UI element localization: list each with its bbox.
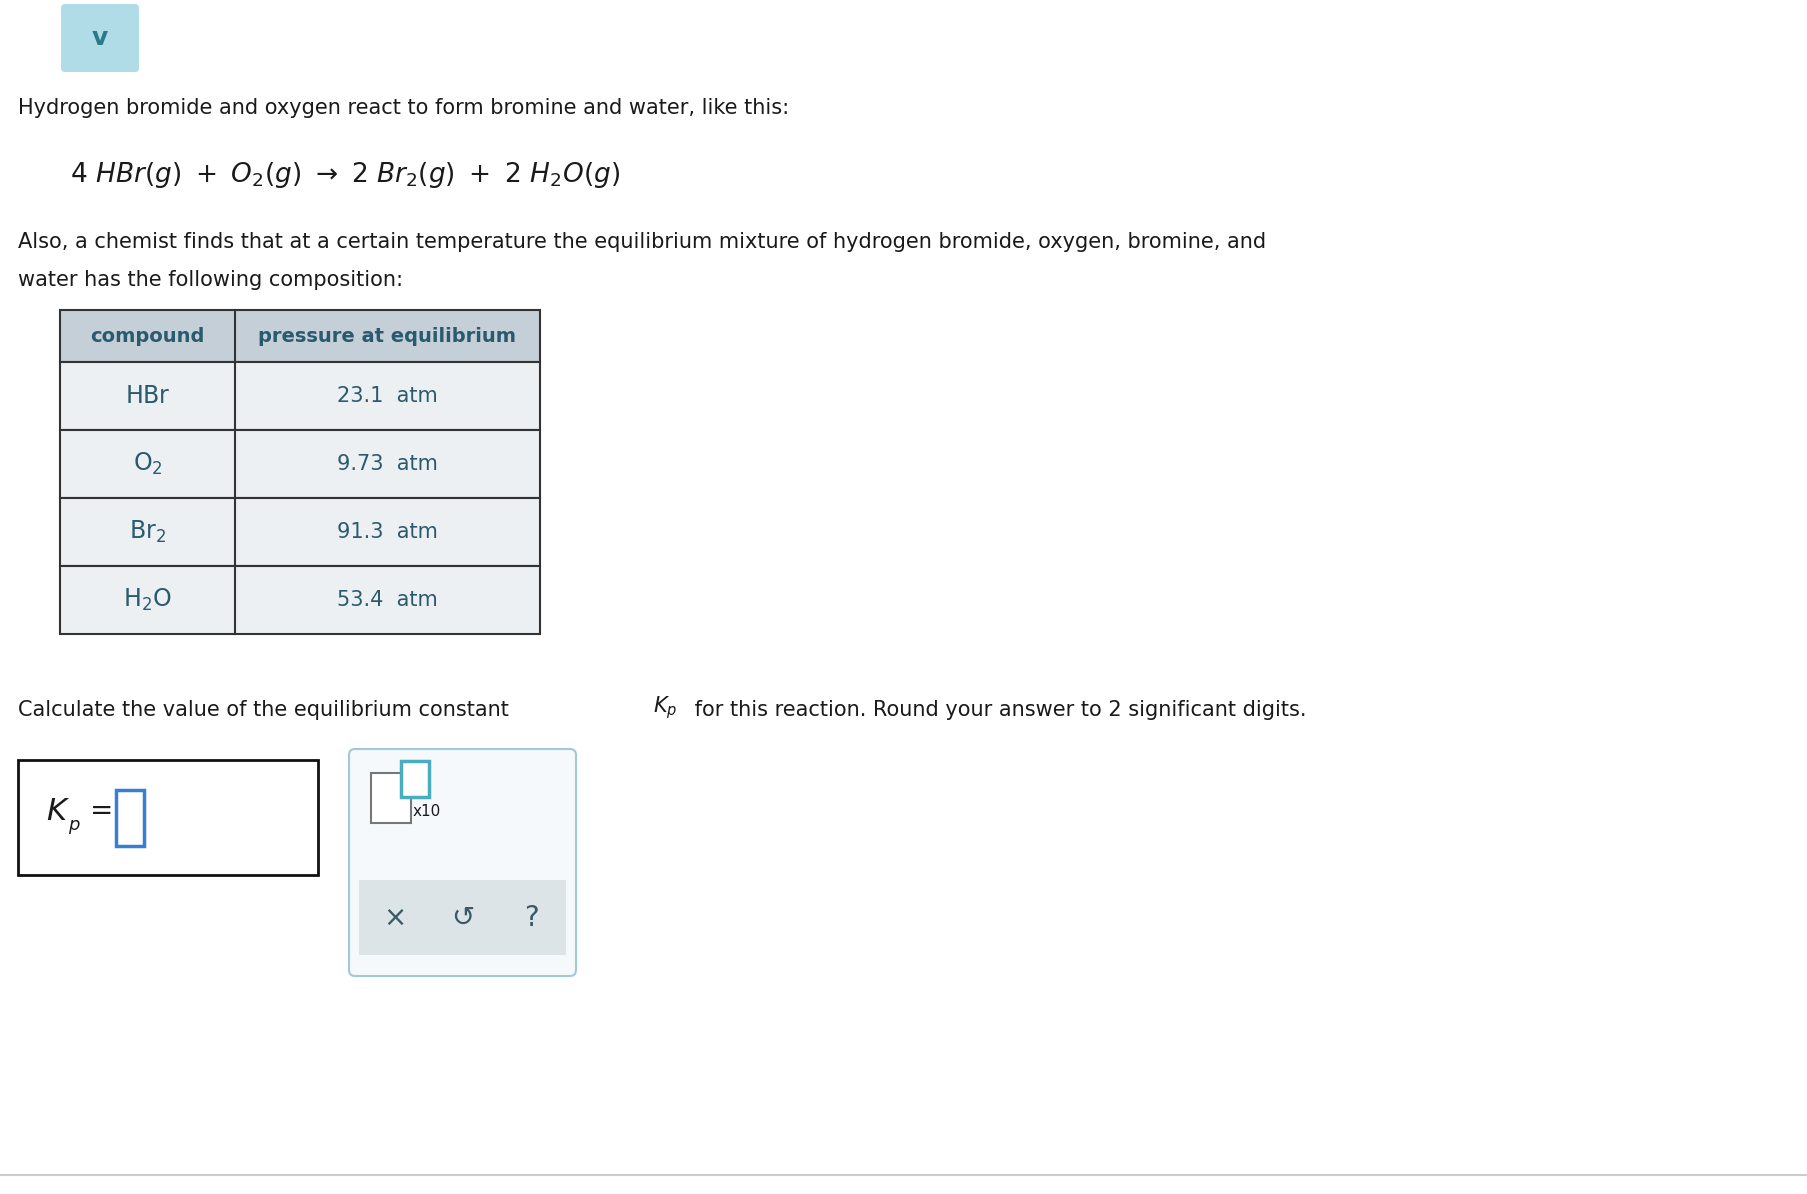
Text: ?: ? <box>524 904 538 931</box>
Text: 23.1  atm: 23.1 atm <box>336 386 437 406</box>
Text: 91.3  atm: 91.3 atm <box>336 522 437 542</box>
Text: 9.73  atm: 9.73 atm <box>336 454 437 474</box>
Text: Also, a chemist finds that at a certain temperature the equilibrium mixture of h: Also, a chemist finds that at a certain … <box>18 232 1265 252</box>
Bar <box>60 310 540 362</box>
Text: $\mathrm{Br_2}$: $\mathrm{Br_2}$ <box>128 519 166 546</box>
Text: $\mathrm{HBr}$: $\mathrm{HBr}$ <box>125 384 170 408</box>
Bar <box>60 498 540 566</box>
Bar <box>401 761 428 798</box>
Bar <box>116 789 145 845</box>
FancyBboxPatch shape <box>61 4 139 72</box>
Text: v: v <box>92 26 108 50</box>
Bar <box>18 761 318 875</box>
Text: Hydrogen bromide and oxygen react to form bromine and water, like this:: Hydrogen bromide and oxygen react to for… <box>18 98 788 118</box>
Text: ↺: ↺ <box>452 904 475 931</box>
Text: Calculate the value of the equilibrium constant: Calculate the value of the equilibrium c… <box>18 700 515 720</box>
Bar <box>60 566 540 634</box>
Text: water has the following composition:: water has the following composition: <box>18 270 403 290</box>
Text: $\mathrm{O_2}$: $\mathrm{O_2}$ <box>132 451 163 478</box>
Bar <box>60 430 540 498</box>
Text: $K$: $K$ <box>45 798 70 826</box>
Text: =: = <box>90 798 114 825</box>
FancyBboxPatch shape <box>349 749 576 975</box>
Bar <box>370 773 410 823</box>
Text: compound: compound <box>90 326 204 345</box>
Text: $p$: $p$ <box>69 819 81 837</box>
Text: x10: x10 <box>412 804 441 819</box>
Text: $\mathit{4\ HBr}(g)\ +\ \mathit{O_2}(g)\ \rightarrow\ \mathit{2\ Br_2}(g)\ +\ \m: $\mathit{4\ HBr}(g)\ +\ \mathit{O_2}(g)\… <box>70 160 620 190</box>
Text: 53.4  atm: 53.4 atm <box>336 590 437 610</box>
Text: $\mathit{K_p}$: $\mathit{K_p}$ <box>652 695 678 721</box>
Bar <box>360 880 566 955</box>
Text: $\mathrm{H_2O}$: $\mathrm{H_2O}$ <box>123 587 172 613</box>
Bar <box>60 362 540 430</box>
Text: for this reaction. Round your answer to 2 significant digits.: for this reaction. Round your answer to … <box>688 700 1306 720</box>
Text: ×: × <box>383 904 407 931</box>
Text: pressure at equilibrium: pressure at equilibrium <box>258 326 517 345</box>
